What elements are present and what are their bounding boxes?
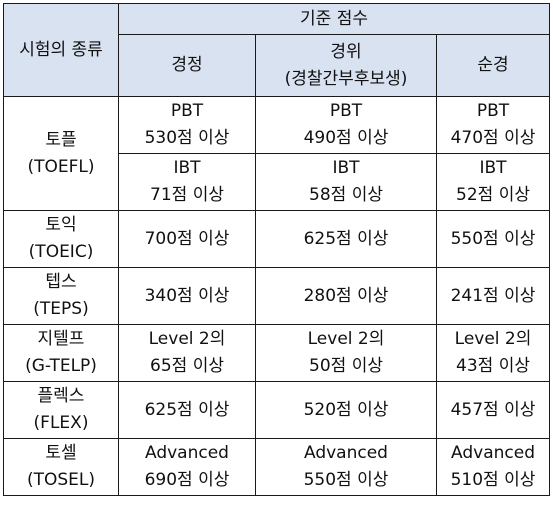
table-row: IBT 71점 이상 IBT 58점 이상 IBT 52점 이상 (4, 153, 551, 211)
score-cell: IBT 58점 이상 (255, 153, 437, 211)
score-cell: 625점 이상 (255, 210, 437, 268)
score-cell: 241점 이상 (435, 267, 551, 325)
header-row-2: 경정 경위 (경찰간부후보생) 순경 (4, 34, 551, 97)
header-exam-type: 시험의 종류 (3, 3, 119, 97)
score-cell: 340점 이상 (118, 267, 256, 325)
score-table-container: 시험의 종류 기준 점수 경정 경위 (경찰간부후보생) 순경 토플 (TOEF… (3, 3, 551, 496)
score-criteria-table: 시험의 종류 기준 점수 경정 경위 (경찰간부후보생) 순경 토플 (TOEF… (3, 3, 551, 496)
header-col-3: 순경 (435, 34, 551, 97)
table-row: 토익 (TOEIC) 700점 이상 625점 이상 550점 이상 (3, 210, 551, 268)
score-cell: Level 2의 50점 이상 (255, 324, 437, 382)
score-cell: 457점 이상 (435, 381, 551, 439)
score-cell: IBT 52점 이상 (435, 153, 551, 211)
header-col-2: 경위 (경찰간부후보생) (255, 34, 437, 97)
score-cell: 700점 이상 (118, 210, 256, 268)
score-cell: IBT 71점 이상 (118, 153, 256, 211)
table-row: 토플 (TOEFL) PBT 530점 이상 PBT 490점 이상 PBT 4… (3, 96, 551, 211)
exam-name-cell: 토익 (TOEIC) (3, 210, 119, 268)
exam-name-cell: 텝스 (TEPS) (3, 267, 119, 325)
score-cell: Level 2의 43점 이상 (435, 324, 551, 382)
score-cell: Advanced 550점 이상 (255, 438, 437, 496)
score-cell: Advanced 510점 이상 (435, 438, 551, 496)
table-row: 지텔프 (G-TELP) Level 2의 65점 이상 Level 2의 50… (3, 324, 551, 382)
score-cell: Advanced 690점 이상 (118, 438, 256, 496)
header-col-1: 경정 (118, 34, 256, 97)
exam-name-cell: 지텔프 (G-TELP) (3, 324, 119, 382)
score-cell: 520점 이상 (255, 381, 437, 439)
table-row: 토셀 (TOSEL) Advanced 690점 이상 Advanced 550… (3, 438, 551, 496)
exam-name-cell: 플렉스 (FLEX) (3, 381, 119, 439)
score-cell: PBT 470점 이상 (435, 96, 551, 154)
score-cell: 280점 이상 (255, 267, 437, 325)
table-row: 플렉스 (FLEX) 625점 이상 520점 이상 457점 이상 (3, 381, 551, 439)
score-cell: 625점 이상 (118, 381, 256, 439)
header-row-1: 시험의 종류 기준 점수 (3, 3, 551, 97)
score-cell: Level 2의 65점 이상 (118, 324, 256, 382)
table-row: 텝스 (TEPS) 340점 이상 280점 이상 241점 이상 (3, 267, 551, 325)
score-cell: PBT 530점 이상 (118, 96, 256, 154)
header-criteria: 기준 점수 (117, 3, 551, 35)
exam-name-cell: 토셀 (TOSEL) (3, 438, 119, 496)
score-cell: 550점 이상 (435, 210, 551, 268)
exam-name-cell: 토플 (TOEFL) (3, 96, 119, 211)
score-cell: PBT 490점 이상 (255, 96, 437, 154)
